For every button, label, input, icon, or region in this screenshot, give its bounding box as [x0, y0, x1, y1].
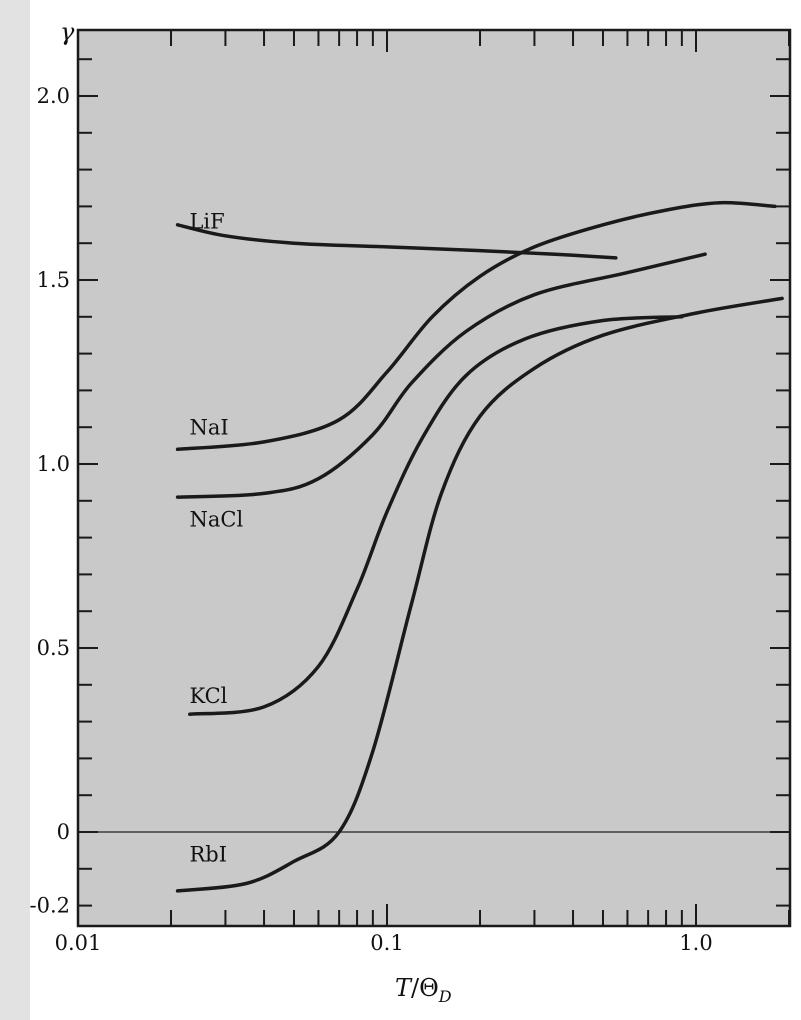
y-tick-label: 2.0 — [37, 84, 70, 108]
x-tick-label: 1.0 — [679, 931, 712, 955]
series-label-nai: NaI — [189, 416, 228, 440]
series-label-kcl: KCl — [189, 684, 227, 708]
axis-ticks — [77, 30, 791, 926]
y-tick-label: 1.0 — [37, 452, 70, 476]
y-axis-label: γ — [60, 18, 75, 46]
curve-rbi — [175, 296, 784, 893]
curve-nai — [175, 200, 777, 452]
y-tick-label: 0 — [57, 820, 70, 844]
page-binding-edge — [0, 0, 30, 1020]
curve-nacl — [175, 252, 707, 499]
y-tick-label: 1.5 — [37, 268, 70, 292]
series-labels: LiF NaI NaCl KCl RbI — [189, 209, 243, 866]
tick-labels: 0.01 0.1 1.0 2.0 1.5 1.0 0.5 0 -0.2 — [30, 84, 713, 955]
series-label-nacl: NaCl — [189, 508, 243, 532]
x-tick-label: 0.01 — [55, 931, 102, 955]
curve-lif — [175, 223, 618, 260]
y-tick-label: -0.2 — [30, 894, 71, 918]
series-label-lif: LiF — [189, 209, 224, 233]
x-axis-label: T/ΘD — [395, 974, 452, 1006]
plot-area — [76, 28, 792, 928]
curve-kcl — [188, 315, 684, 716]
series-curves — [175, 200, 784, 893]
series-label-rbi: RbI — [189, 842, 227, 866]
y-tick-label: 0.5 — [37, 636, 70, 660]
x-tick-label: 0.1 — [370, 931, 403, 955]
